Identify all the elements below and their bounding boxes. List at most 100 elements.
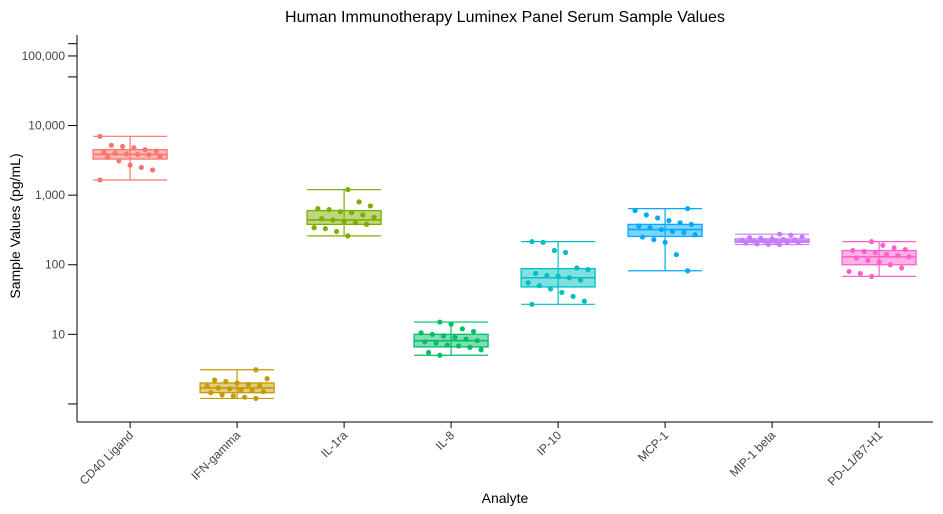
x-category-label: IP-10 xyxy=(534,428,564,458)
data-point xyxy=(540,239,546,245)
data-point xyxy=(529,301,535,307)
data-point xyxy=(330,217,336,223)
data-point xyxy=(769,236,775,242)
data-point xyxy=(533,270,539,277)
data-point xyxy=(253,395,259,402)
data-point xyxy=(364,221,370,227)
data-point xyxy=(574,265,580,271)
data-point xyxy=(555,273,561,279)
data-point xyxy=(474,338,480,344)
data-point xyxy=(345,233,351,239)
data-point xyxy=(444,342,450,348)
data-point xyxy=(857,270,863,277)
plot-area xyxy=(92,133,917,402)
data-point xyxy=(127,162,133,168)
data-point xyxy=(765,241,771,247)
data-point xyxy=(238,387,244,393)
data-point xyxy=(150,167,156,173)
data-point xyxy=(135,151,141,157)
data-point xyxy=(884,251,890,258)
data-point xyxy=(895,253,901,259)
data-point xyxy=(850,247,856,254)
series-pd-l1-b7-h1 xyxy=(841,239,917,279)
series-mcp-1 xyxy=(627,206,703,274)
data-point xyxy=(529,239,535,245)
data-point xyxy=(242,394,248,400)
data-point xyxy=(585,267,591,273)
data-point xyxy=(544,272,550,279)
data-point xyxy=(758,235,764,241)
data-point xyxy=(902,247,908,253)
data-point xyxy=(311,225,317,231)
data-point xyxy=(249,388,255,394)
data-point xyxy=(212,377,218,383)
data-point xyxy=(762,238,768,244)
data-point xyxy=(685,206,691,212)
data-point xyxy=(685,268,691,274)
x-category-label: IL-8 xyxy=(433,428,458,453)
y-tick-label: 100 xyxy=(45,258,65,272)
data-point xyxy=(322,226,328,232)
data-point xyxy=(747,235,753,241)
data-point xyxy=(433,340,439,346)
data-point xyxy=(418,330,424,336)
data-point xyxy=(906,254,912,260)
data-point xyxy=(854,255,860,261)
data-point xyxy=(371,214,377,220)
y-tick-label: 10,000 xyxy=(28,119,65,133)
data-point xyxy=(548,286,554,292)
series-ip-10 xyxy=(520,239,596,307)
series-ifn-gamma xyxy=(199,367,275,402)
series-cd40-ligand xyxy=(92,133,168,183)
data-point xyxy=(632,207,638,214)
series-il-8 xyxy=(413,319,489,358)
data-point xyxy=(334,228,340,235)
data-point xyxy=(215,385,221,391)
y-axis-ticks: 10 100 1,000 10,000 100,000 xyxy=(22,43,77,405)
data-point xyxy=(437,352,443,358)
data-point xyxy=(319,216,325,222)
data-point xyxy=(120,143,126,150)
data-point xyxy=(846,268,852,275)
data-point xyxy=(643,212,649,218)
data-point xyxy=(97,133,103,139)
x-category-label: MIP-1 beta xyxy=(727,428,779,480)
y-tick-label: 10 xyxy=(52,327,66,341)
data-point xyxy=(899,265,905,271)
data-point xyxy=(869,273,875,279)
x-category-label: CD40 Ligand xyxy=(77,428,136,487)
data-point xyxy=(750,238,756,244)
data-point xyxy=(792,237,798,243)
x-axis-ticks: CD40 Ligand IFN-gamma IL-1ra IL-8 IP-10 MCP-1… xyxy=(77,422,885,489)
data-point xyxy=(861,248,867,255)
data-point xyxy=(360,212,366,218)
data-point xyxy=(788,232,794,238)
data-point xyxy=(754,241,760,247)
data-point xyxy=(345,187,351,193)
data-point xyxy=(326,206,332,213)
data-point xyxy=(651,236,657,243)
data-point xyxy=(467,344,473,350)
data-point xyxy=(356,199,362,205)
data-point xyxy=(795,239,801,245)
data-point xyxy=(688,221,694,227)
data-point xyxy=(869,239,875,245)
x-category-label: MCP-1 xyxy=(635,428,672,465)
data-point xyxy=(670,228,676,235)
data-point xyxy=(536,283,542,289)
data-point xyxy=(563,249,569,256)
data-point xyxy=(315,206,321,212)
data-point xyxy=(478,347,484,353)
data-point xyxy=(349,210,355,216)
data-point xyxy=(456,343,462,349)
data-point xyxy=(673,251,679,258)
data-point xyxy=(227,386,233,392)
data-point xyxy=(448,321,454,327)
chart-title: Human Immunotherapy Luminex Panel Serum … xyxy=(285,9,725,26)
data-point xyxy=(636,223,642,229)
data-point xyxy=(441,333,447,339)
data-point xyxy=(422,339,428,345)
data-point xyxy=(471,328,477,335)
data-point xyxy=(108,142,114,148)
